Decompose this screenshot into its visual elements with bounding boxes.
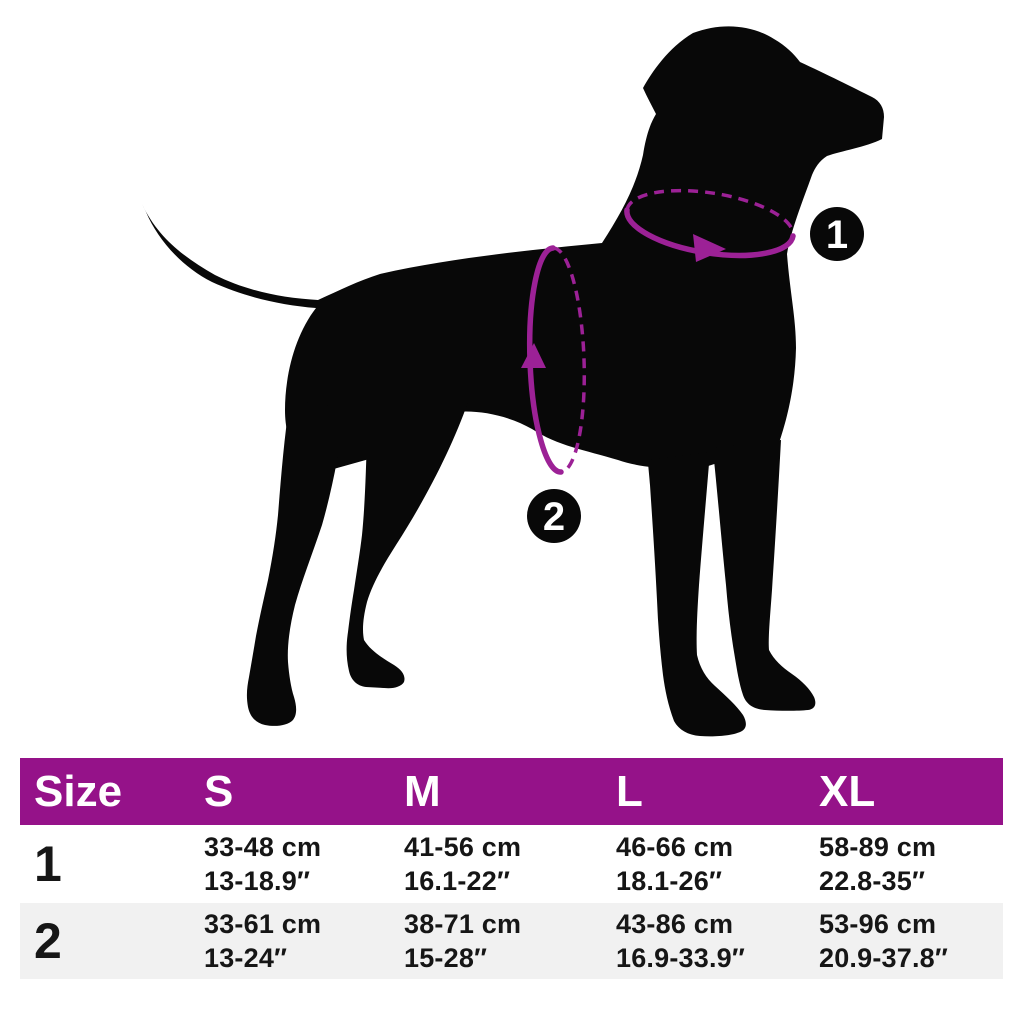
size-table-row1-label: 1 — [20, 825, 190, 903]
measure-in: 13-24″ — [204, 943, 288, 973]
dog-front-leg-near — [712, 440, 816, 711]
measure-in: 16.1-22″ — [404, 866, 511, 896]
chest-measure-ellipse — [521, 245, 587, 475]
size-table-row1-cell-m: 41-56 cm 16.1-22″ — [390, 825, 602, 903]
marker-2-circle — [527, 489, 581, 543]
size-table-row2-cell-s: 33-61 cm 13-24″ — [190, 903, 390, 979]
size-table: Size S M L XL 1 33-48 cm 13-18.9″ 41-56 … — [20, 758, 1003, 979]
measure-cm: 46-66 cm — [616, 832, 734, 862]
neck-measure-ellipse — [624, 188, 796, 262]
dog-front-leg-far — [648, 452, 746, 737]
size-table-row2-cell-l: 43-86 cm 16.9-33.9″ — [602, 903, 805, 979]
marker-1-circle — [810, 207, 864, 261]
marker-1-number: 1 — [826, 213, 848, 257]
chest-measure-dashed-arc — [552, 246, 587, 474]
dog-hind-leg-far — [246, 400, 345, 726]
measure-in: 15-28″ — [404, 943, 488, 973]
dog-hind-leg-near — [346, 402, 468, 689]
neck-measure-arrowhead-icon — [693, 234, 726, 262]
measure-cm: 33-48 cm — [204, 832, 322, 862]
size-table-row2-cell-m: 38-71 cm 15-28″ — [390, 903, 602, 979]
size-table-header-l: L — [602, 758, 805, 825]
marker-1-badge: 1 — [810, 207, 864, 261]
neck-measure-dashed-arc — [625, 188, 795, 237]
measure-cm: 58-89 cm — [819, 832, 937, 862]
size-table-header-xl: XL — [805, 758, 1003, 825]
size-table-header-m: M — [390, 758, 602, 825]
marker-2-badge: 2 — [527, 489, 581, 543]
size-table-row1-cell-s: 33-48 cm 13-18.9″ — [190, 825, 390, 903]
measure-cm: 33-61 cm — [204, 909, 322, 939]
size-table-header-size: Size — [20, 758, 190, 825]
dog-silhouette-body — [142, 26, 884, 471]
chest-measure-arrowhead-icon — [521, 343, 546, 368]
measure-in: 18.1-26″ — [616, 866, 723, 896]
marker-2-number: 2 — [543, 495, 565, 539]
dog-measurement-diagram: 1 2 — [142, 26, 884, 737]
size-table-row1-cell-xl: 58-89 cm 22.8-35″ — [805, 825, 1003, 903]
measure-in: 22.8-35″ — [819, 866, 926, 896]
measure-in: 20.9-37.8″ — [819, 943, 949, 973]
size-table-row2-cell-xl: 53-96 cm 20.9-37.8″ — [805, 903, 1003, 979]
size-table-row2-label: 2 — [20, 903, 190, 979]
measure-cm: 53-96 cm — [819, 909, 937, 939]
measure-in: 13-18.9″ — [204, 866, 311, 896]
measure-cm: 38-71 cm — [404, 909, 522, 939]
measure-cm: 41-56 cm — [404, 832, 522, 862]
size-table-row1-cell-l: 46-66 cm 18.1-26″ — [602, 825, 805, 903]
measure-cm: 43-86 cm — [616, 909, 734, 939]
measure-in: 16.9-33.9″ — [616, 943, 746, 973]
size-table-header-s: S — [190, 758, 390, 825]
